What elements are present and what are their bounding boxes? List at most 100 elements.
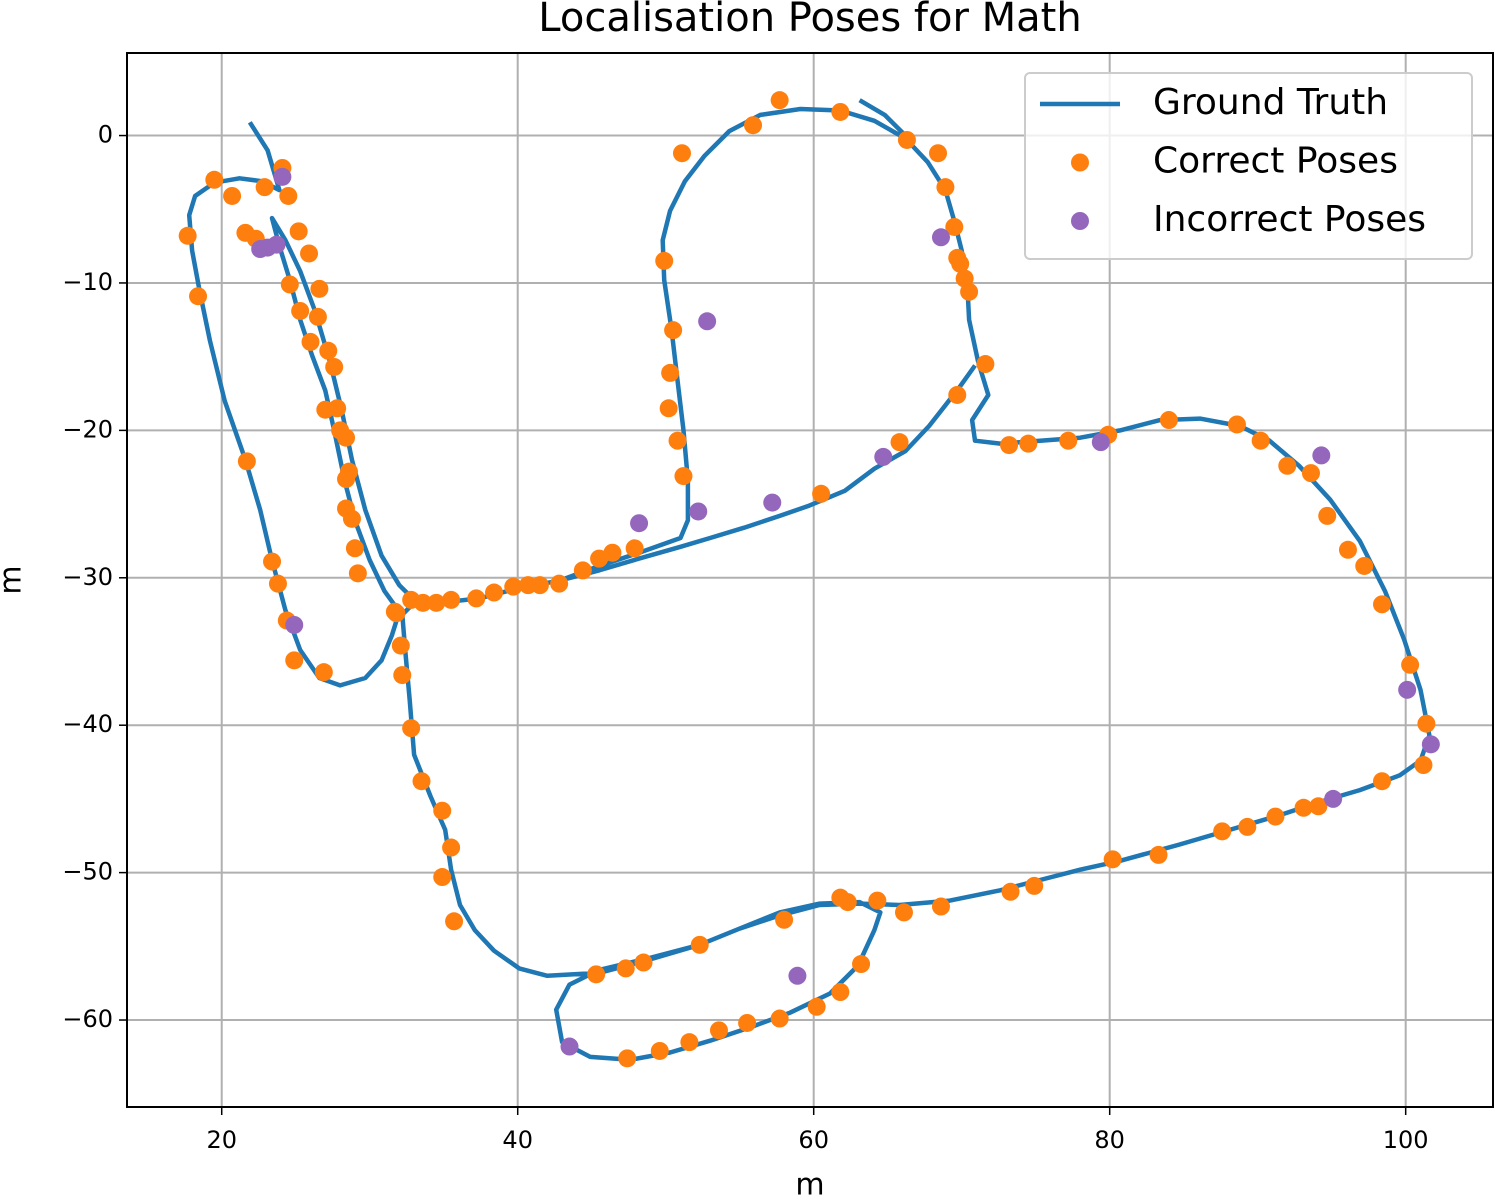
y-tick-label: −60 (62, 1005, 113, 1033)
plot-frame (126, 52, 1494, 1108)
pose-point (263, 552, 282, 571)
y-tick-label: −50 (62, 858, 113, 886)
pose-point (929, 144, 948, 163)
pose-point (485, 583, 504, 602)
pose-point (1159, 411, 1178, 430)
legend-box (1024, 72, 1473, 260)
pose-point (560, 1037, 579, 1056)
pose-point (268, 574, 287, 593)
y-axis-label: m (0, 565, 29, 594)
pose-point (325, 357, 344, 376)
pose-point (467, 589, 486, 608)
pose-point (945, 217, 964, 236)
pose-point (655, 251, 674, 270)
pose-point (931, 897, 950, 916)
pose-point (763, 493, 782, 512)
pose-point (442, 590, 461, 609)
pose-point (345, 539, 364, 558)
pose-point (310, 279, 329, 298)
y-tick-label: −30 (62, 563, 113, 591)
x-tick-label: 100 (1383, 1126, 1429, 1154)
pose-point (1278, 456, 1297, 475)
pose-point (237, 452, 256, 471)
pose-point (348, 564, 367, 583)
pose-point (530, 576, 549, 595)
legend-label: Incorrect Poses (1153, 199, 1426, 240)
pose-point (744, 116, 763, 135)
y-tick-label: −20 (62, 415, 113, 443)
pose-point (273, 167, 292, 186)
pose-point (689, 502, 708, 521)
pose-point (812, 484, 831, 503)
pose-point (1001, 882, 1020, 901)
pose-point (831, 983, 850, 1002)
pose-point (788, 966, 807, 985)
pose-point (894, 903, 913, 922)
pose-point (413, 593, 432, 612)
pose-point (831, 888, 850, 907)
pose-point (664, 321, 683, 340)
pose-point (1355, 556, 1374, 575)
chart-title: Localisation Poses for Math (538, 0, 1081, 41)
pose-point (267, 235, 286, 254)
pose-point (770, 1009, 789, 1028)
pose-point (603, 543, 622, 562)
pose-point (874, 447, 893, 466)
pose-point (1025, 876, 1044, 895)
pose-point (393, 666, 412, 685)
pose-point (337, 428, 356, 447)
pose-point (504, 577, 523, 596)
y-tick-label: −10 (62, 268, 113, 296)
pose-point (1251, 431, 1270, 450)
pose-point (1059, 431, 1078, 450)
x-tick-label: 80 (1094, 1126, 1125, 1154)
pose-point (279, 186, 298, 205)
pose-point (342, 509, 361, 528)
pose-point (634, 953, 653, 972)
pose-point (337, 470, 356, 489)
pose-point (291, 301, 310, 320)
pose-point (573, 561, 592, 580)
pose-point (412, 772, 431, 791)
pose-point (650, 1041, 669, 1060)
pose-point (672, 144, 691, 163)
pose-point (300, 244, 319, 263)
pose-point (550, 574, 569, 593)
legend-marker (1071, 212, 1089, 230)
pose-point (680, 1033, 699, 1052)
pose-point (738, 1013, 757, 1032)
pose-point (1324, 789, 1343, 808)
pose-point (630, 514, 649, 533)
x-tick-label: 20 (206, 1126, 237, 1154)
pose-point (709, 1021, 728, 1040)
pose-point (659, 399, 678, 418)
pose-point (178, 226, 197, 245)
legend-label: Ground Truth (1153, 82, 1388, 123)
pose-point (831, 102, 850, 121)
pose-point (587, 965, 606, 984)
pose-point (936, 178, 955, 197)
pose-point (255, 178, 274, 197)
ground-truth-line (186, 98, 1432, 1063)
pose-point (433, 801, 452, 820)
pose-point (616, 959, 635, 978)
pose-point (674, 467, 693, 486)
pose-point (442, 838, 461, 857)
pose-point (690, 935, 709, 954)
pose-point (890, 433, 909, 452)
pose-point (1398, 680, 1417, 699)
pose-point (314, 663, 333, 682)
x-tick-label: 60 (798, 1126, 829, 1154)
pose-point (189, 287, 208, 306)
pose-point (1414, 756, 1433, 775)
pose-point (770, 91, 789, 110)
pose-point (948, 385, 967, 404)
pose-point (285, 615, 304, 634)
pose-point (445, 912, 464, 931)
pose-point (1213, 822, 1232, 841)
pose-point (668, 431, 687, 450)
y-tick-label: 0 (98, 121, 113, 149)
legend-label: Correct Poses (1153, 141, 1398, 182)
